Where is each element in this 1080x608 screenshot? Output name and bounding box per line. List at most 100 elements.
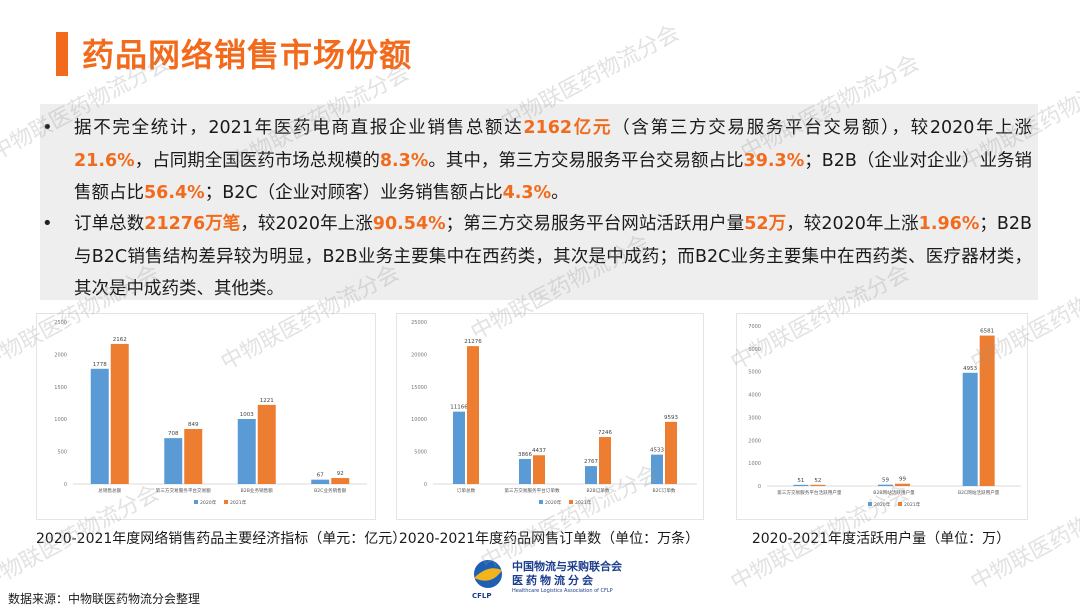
- data-label: 4533: [650, 448, 664, 454]
- chart-box-orders: 0 5000 10000 15000 20000 25000 11166 21276 订单总数 3…: [396, 313, 704, 520]
- data-label: 708: [168, 431, 179, 437]
- bar-2020: [453, 411, 465, 484]
- category-label: B2B业务销售额: [241, 487, 274, 494]
- y-tick-label: 1500: [54, 385, 67, 391]
- y-tick-label: 25000: [411, 320, 427, 326]
- logo-english-name: Healthcare Logistics Association of CFLP: [512, 588, 613, 594]
- summary-text: 。: [551, 183, 569, 203]
- legend-label: 2021年: [230, 499, 247, 506]
- chart-caption-indicators: 2020-2021年度网络销售药品主要经济指标（单元：亿元）: [36, 531, 407, 547]
- summary-panel: [40, 104, 1038, 300]
- legend-swatch-2021: [569, 500, 573, 504]
- y-tick-label: 1000: [54, 417, 67, 423]
- bar-2021: [110, 343, 129, 484]
- cflp-logo: CFLP 中国物流与采购联合会 医药物流分会 Healthcare Logist…: [468, 556, 638, 602]
- y-tick-label: 15000: [411, 385, 427, 391]
- category-label: B2B订单数: [586, 487, 609, 494]
- y-tick-label: 2000: [748, 438, 761, 444]
- highlight-figure: 4.3%: [502, 183, 552, 203]
- highlight-figure: 1.96%: [918, 214, 980, 234]
- summary-text: 据不完全统计，2021年医药电商直报企业销售总额达: [74, 118, 524, 138]
- bar-2021: [533, 455, 545, 484]
- y-tick-label: 2500: [54, 320, 67, 326]
- y-tick-label: 7000: [748, 324, 761, 330]
- summary-text: ；第三方交易服务平台网站活跃用户量: [445, 214, 745, 234]
- logo-abbr: CFLP: [472, 592, 492, 600]
- bar-2021: [665, 421, 677, 484]
- chart-caption-users: 2020-2021年度活跃用户量（单位：万）: [751, 531, 1011, 547]
- chart-orders: 0 5000 10000 15000 20000 25000 11166 21276 订单总数 3…: [411, 320, 697, 506]
- summary-paragraph-1: 据不完全统计，2021年医药电商直报企业销售总额达2162亿元（含第三方交易服务…: [74, 112, 1032, 210]
- bar-2020: [962, 372, 978, 486]
- bullet-dot-1: •: [42, 117, 53, 138]
- y-tick-label: 20000: [411, 352, 427, 358]
- legend-swatch-2021: [898, 502, 902, 506]
- y-tick-label: 0: [758, 484, 761, 490]
- y-tick-label: 5000: [748, 370, 761, 376]
- legend-label: 2020年: [200, 499, 217, 506]
- chart-box-indicators: 0 500 1000 1500 2000 2500 1778 2162 总销售总额 708 849 第…: [36, 313, 376, 520]
- data-label: 1003: [240, 412, 254, 418]
- y-tick-label: 1000: [748, 461, 761, 467]
- data-label: 21276: [464, 339, 482, 345]
- summary-text: ；B2B（企业对企业）业务销售额占比: [74, 150, 1032, 204]
- legend-swatch-2020: [539, 500, 543, 504]
- highlight-figure: 52万: [744, 214, 787, 234]
- chart-active-users: 0 1000 2000 3000 4000 5000 6000 7000 51 52 第三方交易服务…: [748, 324, 1021, 508]
- summary-text: ；B2B与B2C销售结构差异较为明显，B2B业务主要集中在西药类，其次是中成药；…: [74, 214, 1033, 299]
- logo-name-line2: 医药物流分会: [512, 574, 596, 587]
- data-label: 4437: [532, 448, 546, 454]
- category-label: B2C订单数: [652, 487, 675, 494]
- bar-2021: [331, 478, 350, 484]
- bar-2021: [184, 428, 203, 484]
- category-label: B2B网站活跃用户量: [873, 489, 915, 496]
- data-source-note: 数据来源：中物联医药物流分会整理: [8, 592, 201, 606]
- data-label: 849: [188, 422, 199, 428]
- data-label: 2162: [113, 337, 127, 343]
- bar-2021: [895, 483, 910, 486]
- category-label: 总销售总额: [98, 487, 121, 494]
- chart-sales-indicators: 0 500 1000 1500 2000 2500 1778 2162 总销售总额 708 849 第…: [54, 320, 367, 506]
- y-tick-label: 2000: [54, 352, 67, 358]
- bar-2020: [585, 466, 597, 484]
- summary-paragraph-2: 订单总数21276万笔，较2020年上涨90.54%；第三方交易服务平台网站活跃…: [74, 208, 1032, 306]
- y-tick-label: 3000: [748, 415, 761, 421]
- bar-2020: [651, 454, 663, 484]
- summary-text: ，占同期全国医药市场总规模的: [134, 150, 380, 171]
- category-label: B2C网站活跃用户量: [958, 489, 1000, 496]
- highlight-figure: 39.3%: [743, 150, 805, 171]
- category-label: 第三方交易服务平台交易额: [156, 487, 212, 494]
- data-label: 1221: [260, 398, 274, 404]
- cflp-globe-icon: [472, 558, 504, 590]
- y-tick-label: 0: [64, 482, 67, 488]
- legend-label: 2021年: [575, 499, 592, 506]
- logo-name-line1: 中国物流与采购联合会: [512, 560, 622, 573]
- summary-text: 订单总数: [74, 214, 145, 234]
- bar-2020: [878, 484, 893, 486]
- data-label: 1778: [93, 362, 107, 368]
- highlight-figure: 8.3%: [379, 150, 429, 171]
- legend-swatch-2020: [194, 500, 198, 504]
- y-tick-label: 4000: [748, 393, 761, 399]
- data-label: 4953: [963, 366, 977, 372]
- legend-label: 2020年: [874, 501, 891, 508]
- bar-2020: [311, 479, 330, 484]
- y-tick-label: 6000: [748, 347, 761, 353]
- page-title: 药品网络销售市场份额: [82, 36, 413, 74]
- category-label: 第三方交易服务平台订单数: [504, 487, 560, 494]
- y-tick-label: 10000: [411, 417, 427, 423]
- legend-label: 2021年: [904, 501, 921, 508]
- bar-2020: [793, 484, 809, 486]
- bar-2020: [164, 438, 183, 484]
- title-accent-bar: [56, 32, 68, 76]
- highlight-figure: 2162亿元: [523, 118, 613, 138]
- data-label: 51: [797, 478, 804, 484]
- data-label: 67: [317, 473, 324, 479]
- highlight-figure: 21.6%: [74, 150, 135, 171]
- bar-2021: [257, 404, 276, 484]
- bar-2020: [519, 458, 531, 484]
- chart-caption-orders: 2020-2021年度药品网售订单数（单位：万条）: [398, 531, 700, 547]
- bar-2021: [599, 437, 611, 484]
- data-label: 3866: [518, 452, 532, 458]
- data-label: 99: [899, 477, 906, 483]
